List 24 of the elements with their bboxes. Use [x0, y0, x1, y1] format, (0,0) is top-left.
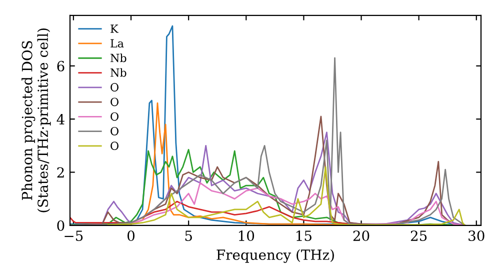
y-tick-label: 2 [57, 167, 64, 178]
x-tick-label: 25 [410, 230, 427, 242]
legend-label: O [110, 98, 118, 106]
x-axis-title: Frequency (THz) [216, 249, 334, 263]
legend-label: K [110, 24, 118, 33]
x-tick-label: −5 [64, 230, 83, 242]
y-axis-title: Phonon projected DOS (States/THz·primitive cell) [22, 28, 51, 212]
y-tick-label: 6 [57, 60, 64, 72]
x-tick-label: 15 [296, 230, 312, 242]
legend-label: O [110, 142, 118, 150]
x-tick-label: 10 [239, 230, 254, 242]
x-tick-label: 0 [128, 230, 135, 242]
line-series [107, 166, 466, 226]
legend-label: Nb [110, 54, 126, 62]
legend-label: O [110, 126, 118, 136]
legend-label: La [110, 39, 124, 48]
y-tick-label: 4 [56, 114, 64, 124]
legend-label: O [110, 83, 118, 92]
x-tick-label: 5 [185, 230, 192, 242]
y-tick-label: 0 [57, 220, 64, 231]
legend-label: Nb [110, 68, 126, 77]
x-tick-label: 30 [468, 230, 484, 242]
x-tick-label: 20 [353, 230, 370, 242]
legend-label: O [110, 112, 118, 121]
